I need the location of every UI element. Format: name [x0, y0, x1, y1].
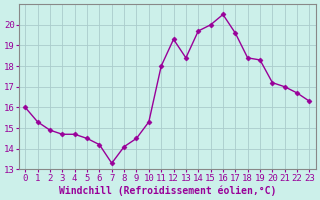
- X-axis label: Windchill (Refroidissement éolien,°C): Windchill (Refroidissement éolien,°C): [59, 185, 276, 196]
